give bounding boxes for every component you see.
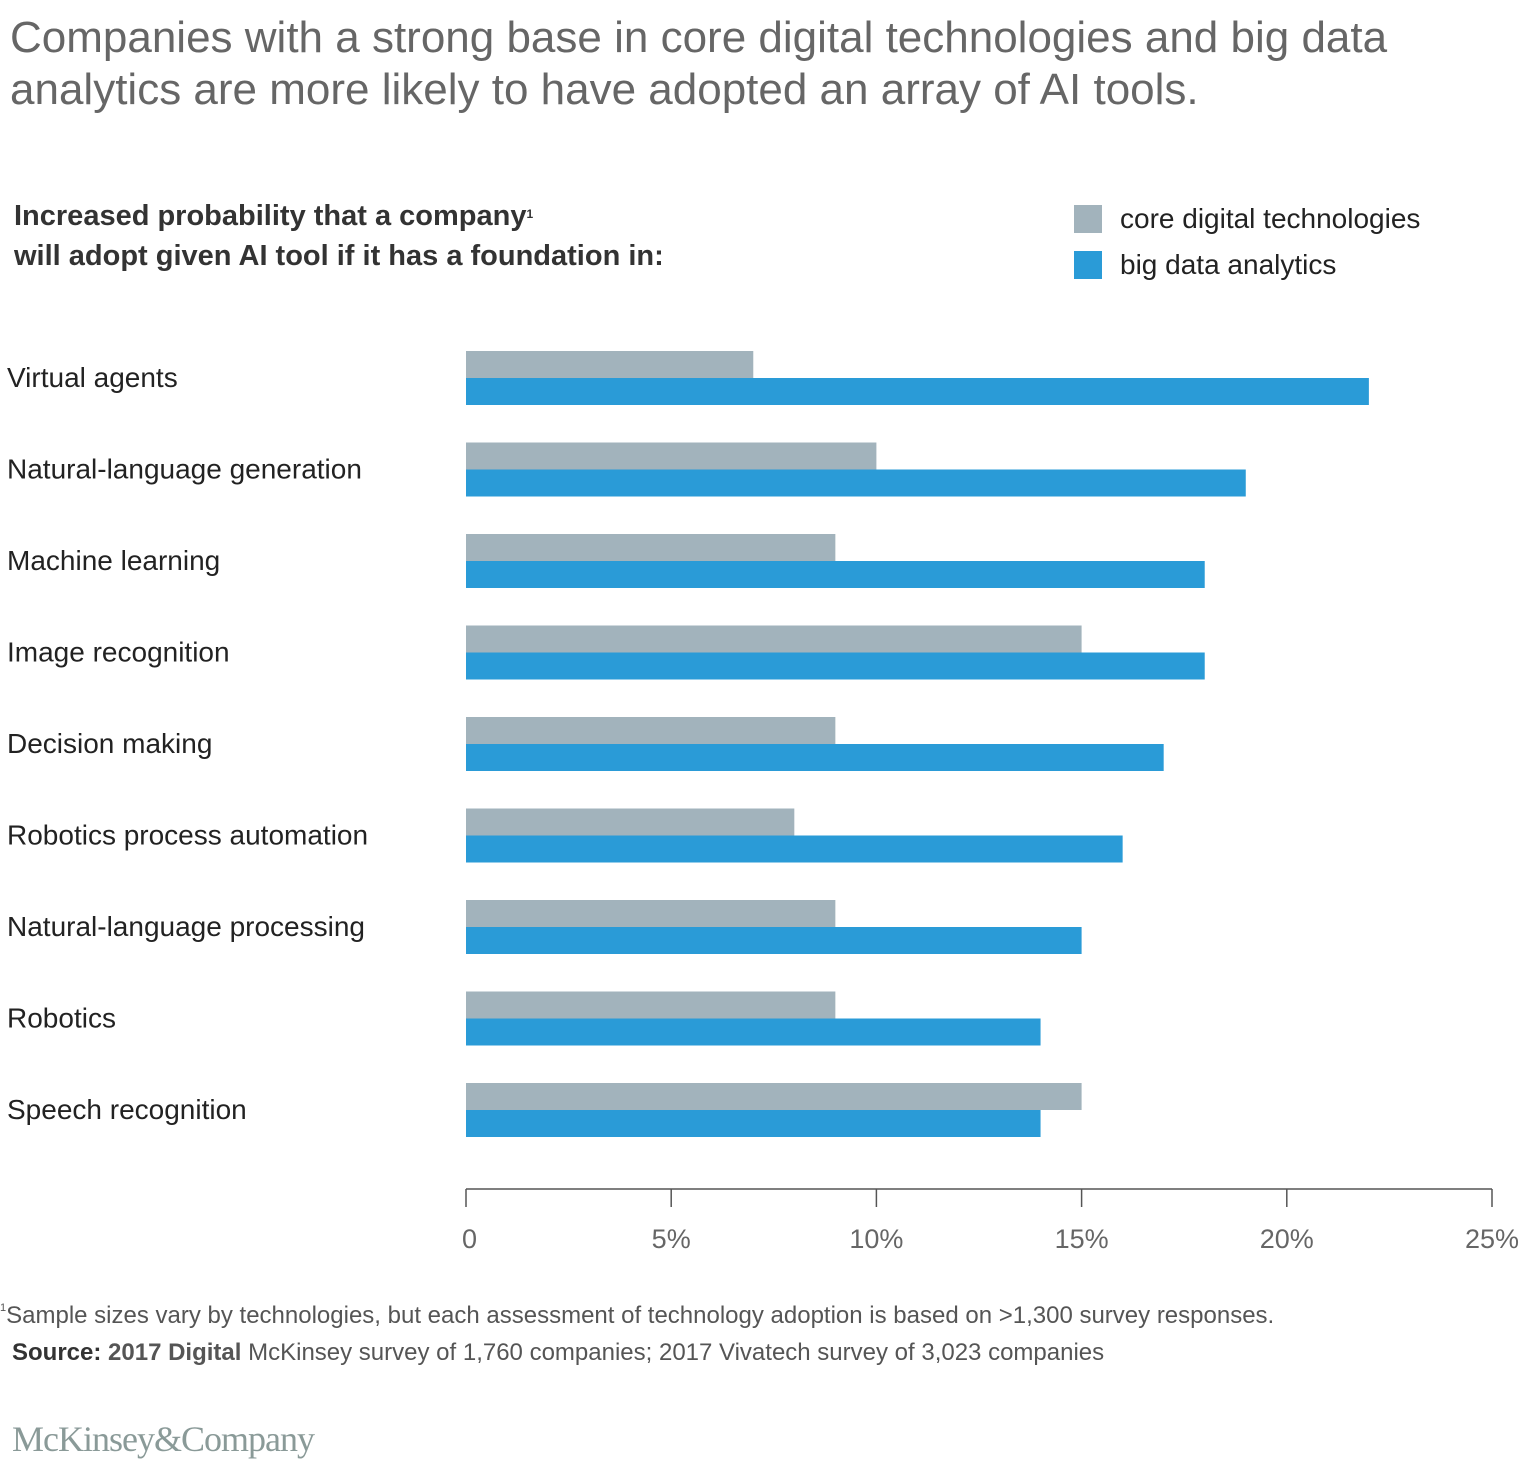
subtitle-line-1: Increased probability that a company (14, 200, 527, 232)
legend-swatch-big-data (1074, 251, 1102, 279)
legend-item-core-digital: core digital technologies (1074, 196, 1420, 242)
bar-core-digital (466, 900, 836, 927)
category-label: Natural-language processing (7, 911, 365, 942)
category-label: Machine learning (7, 545, 220, 576)
bar-core-digital (466, 991, 836, 1019)
headline: Companies with a strong base in core dig… (10, 13, 1388, 114)
footnote: 1Sample sizes vary by technologies, but … (0, 1302, 1274, 1330)
bar-core-digital (466, 808, 795, 836)
source-line: Source: 2017 Digital McKinsey survey of … (12, 1339, 1104, 1367)
mckinsey-logo: McKinsey&Company (12, 1419, 315, 1459)
bar-core-digital (466, 351, 754, 378)
footnote-text: Sample sizes vary by technologies, but e… (6, 1302, 1275, 1329)
footnote-marker: 1 (526, 207, 534, 221)
chart-subtitle: Increased probability that a company1 wi… (14, 196, 664, 276)
bar-core-digital (466, 625, 1082, 653)
bar-core-digital (466, 717, 836, 744)
legend-label: big data analytics (1120, 249, 1337, 280)
bar-big-data (466, 744, 1164, 771)
category-label: Robotics process automation (7, 820, 368, 851)
x-tick-label: 25% (1465, 1224, 1519, 1254)
category-label: Decision making (7, 728, 212, 759)
x-tick-label: 10% (849, 1224, 903, 1254)
bar-core-digital (466, 1083, 1082, 1110)
bar-big-data (466, 652, 1205, 680)
legend: core digital technologies big data analy… (1074, 196, 1420, 288)
category-label: Image recognition (7, 637, 230, 668)
bar-core-digital (466, 442, 877, 470)
subtitle-line-2: will adopt given AI tool if it has a fou… (14, 240, 664, 272)
footnote-marker: 1 (0, 1302, 7, 1314)
legend-item-big-data: big data analytics (1074, 242, 1420, 288)
legend-label: core digital technologies (1120, 203, 1421, 234)
category-label: Natural-language generation (7, 454, 362, 485)
category-label: Speech recognition (7, 1094, 247, 1125)
x-tick-label: 15% (1055, 1224, 1109, 1254)
bar-big-data (466, 378, 1369, 405)
bar-core-digital (466, 534, 836, 561)
source-label: Source: (12, 1339, 102, 1366)
bar-big-data (466, 835, 1123, 863)
x-tick-label: 20% (1260, 1224, 1314, 1254)
bar-big-data (466, 927, 1082, 954)
x-tick-label: 5% (652, 1224, 691, 1254)
category-label: Robotics (7, 1003, 116, 1034)
bar-big-data (466, 1018, 1041, 1046)
bar-big-data (466, 561, 1205, 588)
bar-chart: Virtual agents Natural-language generatio… (7, 351, 1519, 1254)
bar-big-data (466, 1110, 1041, 1137)
source-bold-text: 2017 Digital (108, 1339, 242, 1366)
x-tick-label: 0 (462, 1224, 477, 1254)
legend-swatch-core-digital (1074, 205, 1102, 233)
bar-big-data (466, 469, 1246, 497)
category-label: Virtual agents (7, 362, 178, 393)
source-text: McKinsey survey of 1,760 companies; 2017… (241, 1339, 1105, 1366)
